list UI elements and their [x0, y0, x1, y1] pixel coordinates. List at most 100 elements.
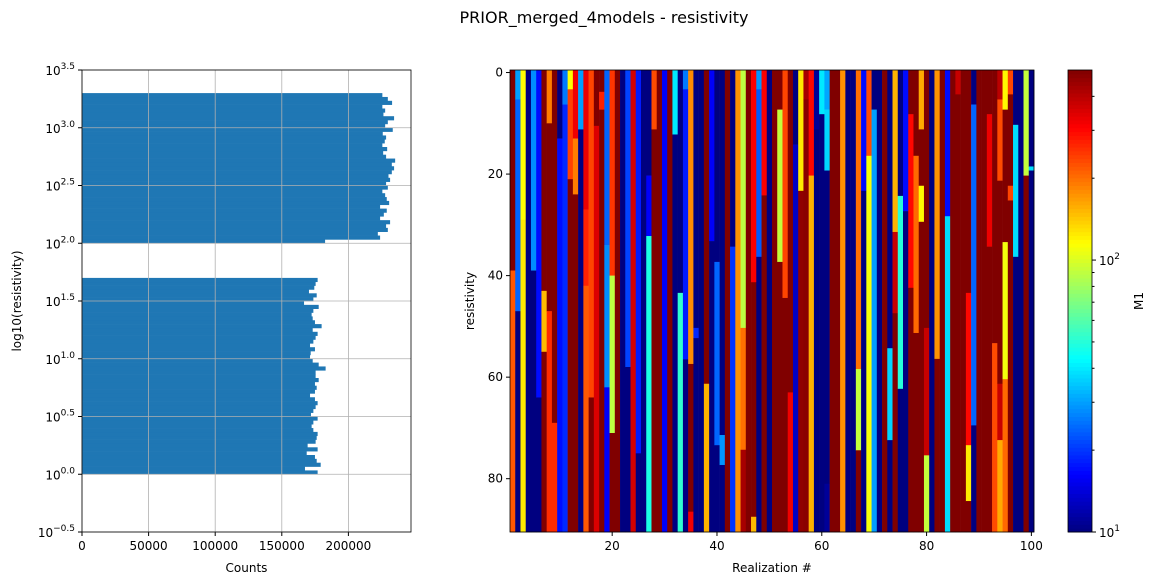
- heatmap-cell: [971, 70, 977, 105]
- heatmap-cell: [751, 70, 757, 283]
- histogram-bar: [82, 189, 383, 194]
- heatmap-cell: [572, 138, 579, 195]
- heatmap-cell: [997, 70, 1003, 100]
- heatmap-cell: [1028, 166, 1035, 171]
- colorbar-swatch: [1068, 362, 1092, 367]
- colorbar-swatch: [1068, 239, 1092, 244]
- heatmap-cell: [934, 358, 940, 533]
- histogram-bar: [82, 127, 393, 132]
- colorbar-swatch: [1068, 158, 1092, 163]
- colorbar-swatch: [1068, 416, 1092, 421]
- colorbar-swatch: [1068, 185, 1092, 190]
- histogram-bar: [82, 96, 388, 102]
- histogram-bar: [82, 451, 307, 456]
- heatmap-cell: [840, 70, 846, 533]
- colorbar-swatch: [1068, 104, 1092, 109]
- x-axis-label: Counts: [226, 561, 268, 575]
- colorbar-swatch: [1068, 420, 1092, 425]
- colorbar-swatch: [1068, 478, 1092, 483]
- histogram-bar: [82, 424, 312, 429]
- histogram-bar: [82, 455, 315, 460]
- colorbar-swatch: [1068, 120, 1092, 125]
- heatmap-cell: [677, 70, 684, 294]
- colorbar-swatch: [1068, 485, 1092, 491]
- heatmap-cell: [599, 70, 605, 93]
- heatmap-cell: [1002, 242, 1009, 380]
- heatmap-cell: [871, 70, 878, 110]
- colorbar-swatch: [1068, 262, 1092, 267]
- colorbar-swatch: [1068, 455, 1092, 460]
- histogram-bar: [82, 293, 317, 298]
- heatmap-cell: [792, 70, 799, 145]
- x-tick-label: 0: [78, 539, 86, 553]
- heatmap-cell: [651, 129, 658, 533]
- heatmap-cell: [541, 351, 547, 533]
- y-axis-label: log10(resistivity): [10, 250, 24, 351]
- heatmap-cell: [813, 70, 820, 130]
- heatmap-cell: [625, 70, 631, 368]
- colorbar: 101 102 M1: [1067, 69, 1146, 540]
- colorbar-swatch: [1068, 166, 1092, 171]
- heatmap-cell: [855, 450, 862, 533]
- histogram-bar: [82, 381, 315, 386]
- colorbar-swatch: [1068, 289, 1092, 294]
- colorbar-swatch: [1068, 173, 1092, 179]
- heatmap-cell: [672, 134, 678, 533]
- y-tick-label: 103.5: [45, 62, 75, 78]
- heatmap-cell: [882, 70, 888, 533]
- colorbar-swatch: [1068, 266, 1092, 271]
- colorbar-swatch: [1068, 162, 1092, 167]
- heatmap-cell: [986, 246, 993, 533]
- histogram-bar: [82, 347, 315, 352]
- heatmap-cell: [871, 109, 878, 533]
- colorbar-swatch: [1068, 243, 1092, 248]
- heatmap-cell: [782, 297, 789, 533]
- heatmap-cell: [703, 70, 710, 385]
- colorbar-swatch: [1068, 331, 1092, 337]
- colorbar-swatch: [1068, 274, 1092, 279]
- x-tick-label: 80: [919, 539, 934, 553]
- colorbar-swatch: [1068, 327, 1092, 333]
- colorbar-swatch: [1068, 77, 1092, 83]
- heatmap-cell: [536, 70, 542, 398]
- heatmap-cell: [819, 114, 825, 533]
- heatmap-cell: [892, 313, 899, 533]
- heatmap-cell: [918, 185, 925, 223]
- colorbar-swatch: [1068, 358, 1092, 364]
- y-tick-label: 10−0.5: [38, 524, 75, 540]
- x-tick-label: 100: [1020, 539, 1043, 553]
- heatmap-cell: [992, 70, 998, 344]
- histogram-bar: [82, 366, 326, 371]
- histogram-bar: [82, 374, 316, 379]
- y-tick-label: 100.0: [45, 466, 75, 482]
- heatmap-cell: [646, 236, 652, 533]
- histogram-axes: 0 50000 100000 150000 200000 10−0.5 100.0 100.5…: [10, 62, 412, 575]
- heatmap-cell: [892, 70, 899, 233]
- colorbar-swatch: [1068, 489, 1092, 494]
- colorbar-swatch: [1068, 73, 1092, 79]
- x-tick-label: 20: [605, 539, 620, 553]
- colorbar-swatch: [1068, 135, 1092, 140]
- heatmap-cell: [897, 388, 904, 533]
- heatmap-cell: [688, 363, 694, 512]
- colorbar-swatch: [1068, 339, 1092, 344]
- histogram-bar: [82, 397, 315, 402]
- heatmap-cell: [672, 70, 678, 135]
- colorbar-swatch: [1068, 393, 1092, 398]
- histogram-bar: [82, 93, 383, 98]
- heatmap-cell: [761, 195, 768, 533]
- heatmap-cell: [772, 70, 778, 533]
- heatmap-cell: [965, 70, 972, 294]
- heatmap-cell: [719, 435, 726, 466]
- heatmap-cell: [567, 179, 574, 533]
- colorbar-swatch: [1068, 470, 1092, 475]
- heatmap-cell: [667, 70, 673, 533]
- colorbar-swatch: [1068, 293, 1092, 298]
- heatmap-cell: [845, 70, 851, 533]
- heatmap-cell: [635, 453, 642, 533]
- histogram-bar: [82, 104, 383, 109]
- colorbar-swatch: [1068, 220, 1092, 225]
- histogram-bar: [82, 331, 318, 336]
- histogram-bar: [82, 458, 317, 463]
- heatmap-cell: [876, 70, 883, 533]
